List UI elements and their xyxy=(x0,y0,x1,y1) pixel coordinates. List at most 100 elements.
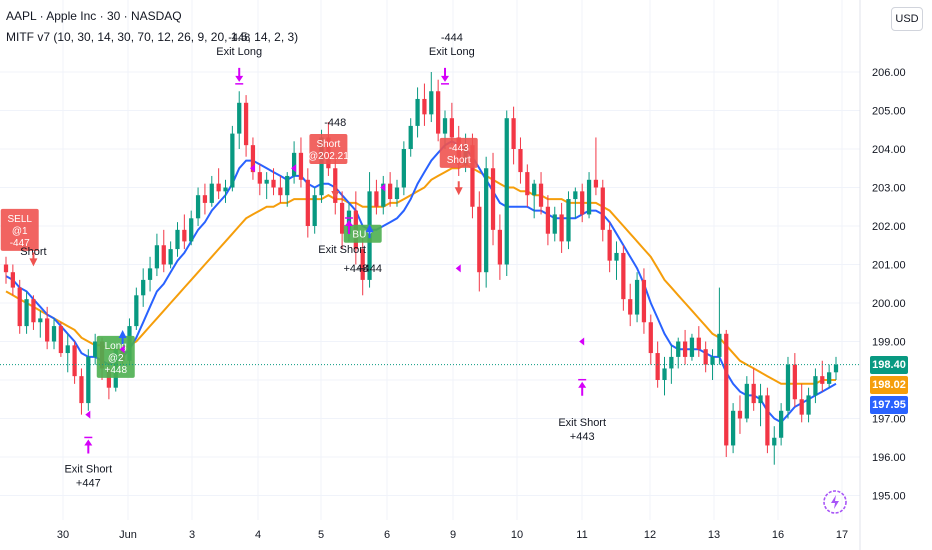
signal-text: Short xyxy=(20,246,46,258)
candle-body xyxy=(614,252,619,261)
candle-body xyxy=(312,195,317,226)
indicator-legend[interactable]: MITF v7 (10, 30, 14, 30, 70, 12, 26, 9, … xyxy=(6,30,299,44)
moving-averages xyxy=(5,140,837,424)
y-tick-label: 197.00 xyxy=(872,414,906,426)
signal-label-text: @202.21 xyxy=(308,151,349,162)
y-tick-label: 202.00 xyxy=(872,221,906,233)
signal-text: Exit Short xyxy=(318,244,366,256)
candle-body xyxy=(792,364,797,400)
candle-body xyxy=(593,179,599,188)
signal-text: Exit Long xyxy=(216,46,262,58)
candle-body xyxy=(655,353,660,380)
signal-label-text: Short xyxy=(447,155,471,166)
candle-body xyxy=(237,102,242,134)
candle-body xyxy=(820,376,825,384)
candle-body xyxy=(182,229,187,242)
candle-body xyxy=(154,245,160,269)
candle-body xyxy=(785,364,791,411)
candle-body xyxy=(532,183,537,196)
candle-body xyxy=(751,383,756,404)
candle-body xyxy=(10,272,15,288)
candle-body xyxy=(3,264,9,273)
candle-body xyxy=(806,395,811,415)
candle-body xyxy=(648,322,653,354)
signal-label-box xyxy=(0,208,39,251)
y-tick-label: 201.00 xyxy=(872,260,906,272)
candle-body xyxy=(141,279,146,296)
signal-label-text: Long xyxy=(105,341,127,352)
candle-body xyxy=(470,145,475,207)
candle-body xyxy=(223,187,228,192)
candle-body xyxy=(319,137,324,196)
candle-body xyxy=(490,168,496,230)
candle-body xyxy=(724,333,729,446)
signal-label-text: -443 xyxy=(449,143,469,154)
candle-body xyxy=(730,410,736,446)
sell-arrow-icon xyxy=(454,181,463,196)
symbol-title[interactable]: AAPL · Apple Inc · 30 · NASDAQ xyxy=(6,9,182,23)
x-tick-label: 13 xyxy=(708,529,720,541)
candle-body xyxy=(58,326,64,354)
candle-body xyxy=(45,318,50,342)
candle-body xyxy=(710,356,715,365)
candle-body xyxy=(703,349,708,365)
x-tick-label: 30 xyxy=(57,529,69,541)
candle-body xyxy=(422,98,427,115)
exit-long-arrow-icon xyxy=(441,67,450,85)
candle-body xyxy=(552,214,557,234)
y-tick-label: 196.00 xyxy=(872,452,906,464)
signal-marker-icon xyxy=(579,337,585,346)
exit-arrow xyxy=(344,220,353,234)
buy-arrow-icon xyxy=(365,224,374,239)
candle-body xyxy=(504,118,509,265)
last-price-tag: 198.40 xyxy=(870,355,908,374)
candle-body xyxy=(106,368,112,388)
tradingview-logo-icon[interactable] xyxy=(822,489,848,515)
candle-body xyxy=(689,337,695,357)
exit-arrow xyxy=(578,381,587,396)
candle-body xyxy=(682,341,688,357)
candle-body xyxy=(518,149,523,173)
candle-body xyxy=(580,191,585,215)
candle-body xyxy=(93,341,98,357)
currency-button[interactable]: USD xyxy=(891,7,923,31)
signal-marker-icon xyxy=(291,164,297,173)
y-tick-label: 199.00 xyxy=(872,337,906,349)
signal-text: -448 xyxy=(324,117,346,129)
x-tick-label: 17 xyxy=(836,529,848,541)
signal-label-text: Short xyxy=(316,139,340,150)
exit-arrow xyxy=(84,439,93,454)
x-tick-label: 16 xyxy=(772,529,784,541)
candle-body xyxy=(168,249,173,265)
candles xyxy=(3,72,839,465)
candle-body xyxy=(621,252,626,300)
candle-body xyxy=(86,356,91,404)
candle-body xyxy=(607,229,612,261)
candle-body xyxy=(573,191,578,200)
y-axis: 195.00196.00197.00198.00199.00200.00201.… xyxy=(859,0,906,550)
candle-body xyxy=(484,168,489,273)
candle-body xyxy=(758,395,763,404)
signal-label-box xyxy=(96,335,135,378)
candle-body xyxy=(449,118,454,138)
y-tick-label: 206.00 xyxy=(872,67,906,79)
signal-marker-icon xyxy=(119,345,125,354)
candle-body xyxy=(717,333,722,357)
candle-body xyxy=(72,345,77,377)
candle-body xyxy=(600,187,605,230)
signal-text: -444 xyxy=(441,32,463,44)
signal-marker-icon xyxy=(380,183,386,192)
signal-text: Exit Short xyxy=(558,417,606,429)
candle-body xyxy=(388,183,393,200)
candle-body xyxy=(765,395,770,446)
candle-body xyxy=(161,245,166,265)
candle-body xyxy=(264,179,269,184)
candle-body xyxy=(586,179,592,215)
candle-body xyxy=(511,118,516,149)
x-tick-label: 11 xyxy=(576,529,587,541)
signal-text: +448 xyxy=(343,263,368,275)
signal-label-box xyxy=(343,224,382,243)
signal-label-text: -447 xyxy=(10,238,30,249)
